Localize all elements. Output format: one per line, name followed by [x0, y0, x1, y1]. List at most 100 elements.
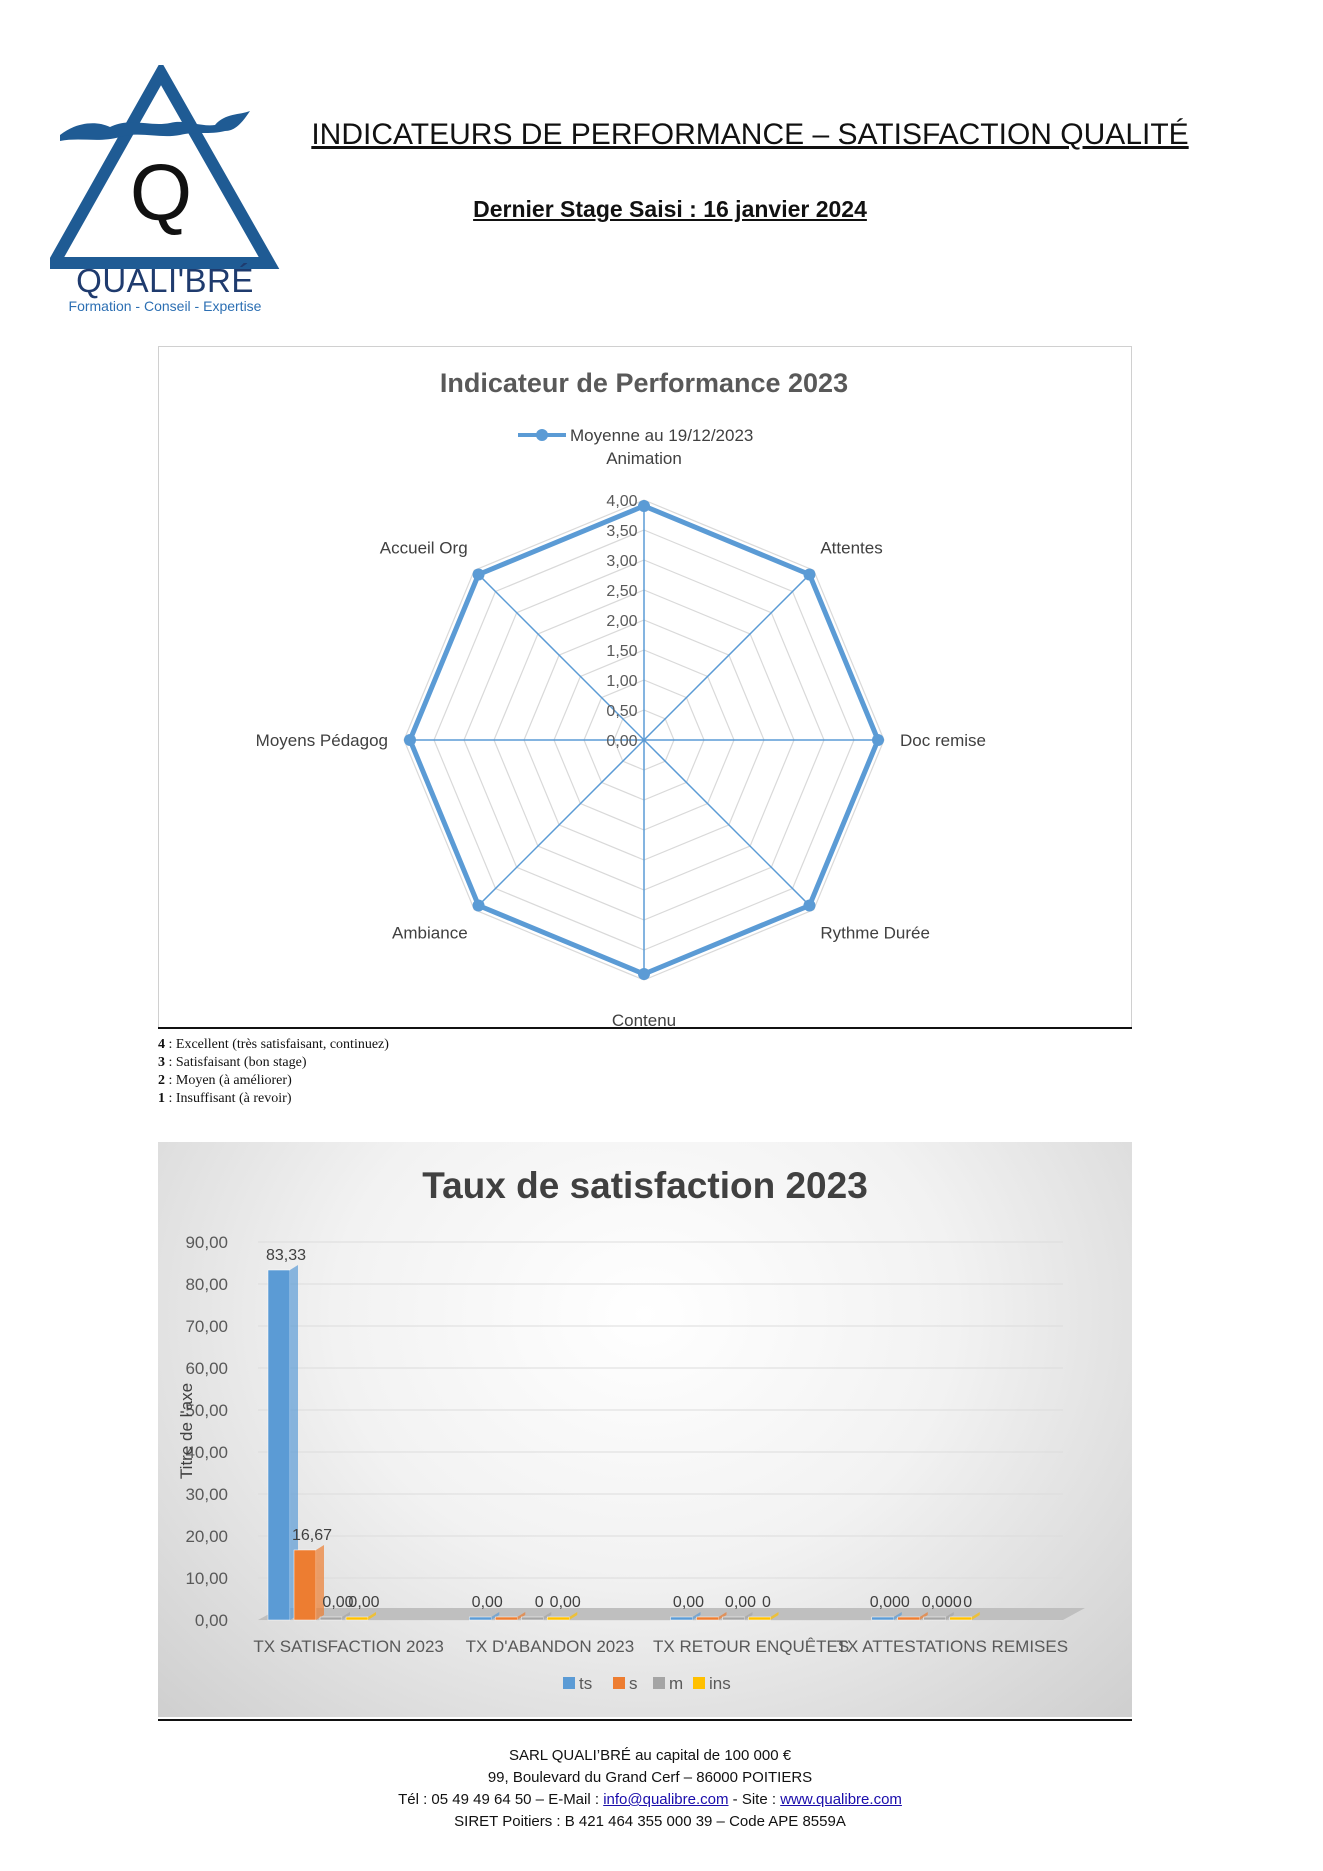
legend-label: s: [629, 1674, 638, 1693]
chart-legend: Moyenne au 19/12/2023: [518, 426, 753, 445]
footer-address: 99, Boulevard du Grand Cerf – 86000 POIT…: [487, 1769, 813, 1786]
rating-legend: 4 : Excellent (très satisfaisant, contin…: [158, 1036, 389, 1108]
bar-side: [517, 1612, 526, 1620]
footer: SARL QUALI’BRÉ au capital de 100 000 € 9…: [300, 1745, 1000, 1833]
data-label: 0,00: [673, 1594, 704, 1611]
bar-s: [696, 1616, 719, 1621]
divider: [158, 1027, 1132, 1029]
bar-chart: Taux de satisfaction 2023 0,00 10,00 20,00 3…: [177, 1165, 1085, 1693]
y-axis-title: Titre de l'axe: [177, 1383, 196, 1479]
logo-tagline: Formation - Conseil - Expertise: [68, 298, 262, 314]
footer-contact: Tél : 05 49 49 64 50 – E-Mail : info@qua…: [398, 1791, 902, 1808]
data-label: 0,00: [550, 1594, 581, 1611]
data-point: [803, 568, 816, 581]
divider: [158, 1719, 1132, 1721]
bar-side: [569, 1612, 578, 1620]
bar-ins: [547, 1616, 570, 1621]
x-tick-label: TX RETOUR ENQUÊTES: [653, 1637, 849, 1656]
y-tick-label: 90,00: [185, 1233, 228, 1252]
radar-chart: Indicateur de Performance 2023 Moyenne au…: [256, 368, 986, 1026]
legend-label: ts: [579, 1674, 592, 1693]
data-point: [638, 500, 650, 512]
y-tick-label: 0,00: [195, 1611, 228, 1630]
data-point: [404, 734, 416, 746]
data-point: [872, 734, 884, 746]
y-tick-label: 10,00: [185, 1569, 228, 1588]
rating-legend-item: 2 : Moyen (à améliorer): [158, 1073, 292, 1088]
axis-spoke: [643, 739, 815, 911]
bar-side: [971, 1612, 980, 1620]
data-label: 0: [963, 1594, 972, 1611]
data-point: [472, 568, 485, 581]
data-label: 83,33: [266, 1247, 306, 1264]
chart-title: Indicateur de Performance 2023: [440, 368, 848, 398]
legend-label: Moyenne au 19/12/2023: [570, 426, 753, 445]
radial-tick-label: 3,00: [606, 553, 637, 570]
bar-s: [293, 1549, 317, 1621]
x-tick-label: TX D'ABANDON 2023: [466, 1637, 635, 1656]
bar-m: [521, 1616, 544, 1621]
rating-legend-item: 4 : Excellent (très satisfaisant, contin…: [158, 1037, 389, 1052]
logo-name: QUALI'BRÉ: [76, 262, 254, 299]
data-point: [472, 899, 485, 912]
data-label: 16,67: [292, 1527, 332, 1544]
bar-m: [722, 1616, 745, 1621]
y-tick-label: 60,00: [185, 1359, 228, 1378]
bar-ts: [267, 1269, 291, 1621]
radial-tick-label: 1,00: [606, 673, 637, 690]
bar-side: [316, 1544, 324, 1620]
bar-side: [290, 1265, 298, 1620]
data-point: [638, 968, 650, 980]
category-label: Ambiance: [392, 923, 468, 942]
category-label: Contenu: [612, 1011, 676, 1026]
data-label: 0: [535, 1594, 544, 1611]
legend-swatch: [653, 1677, 665, 1689]
bar-side: [543, 1612, 552, 1620]
axis-spoke: [643, 569, 815, 741]
logo-letter: Q: [130, 148, 192, 237]
page-subtitle: Dernier Stage Saisi : 16 janvier 2024: [473, 196, 867, 222]
bar-side: [744, 1612, 753, 1620]
bar-side: [893, 1612, 902, 1620]
category-label: Doc remise: [900, 731, 986, 750]
bar-side: [368, 1612, 376, 1620]
footer-siret: SIRET Poitiers : B 421 464 355 000 39 – …: [454, 1813, 846, 1830]
y-tick-label: 20,00: [185, 1527, 228, 1546]
website-link[interactable]: www.qualibre.com: [780, 1791, 902, 1808]
bar-side: [718, 1612, 727, 1620]
bar-chart-frame: [158, 1142, 1132, 1717]
y-tick-label: 50,00: [185, 1401, 228, 1420]
category-label: Accueil Org: [380, 539, 468, 558]
bar-side: [342, 1612, 350, 1620]
y-tick-label: 30,00: [185, 1485, 228, 1504]
chart-title: Taux de satisfaction 2023: [422, 1165, 868, 1206]
legend-label: ins: [709, 1674, 731, 1693]
legend-swatch: [563, 1677, 575, 1689]
bar-ins: [748, 1616, 771, 1621]
legend-marker: [536, 429, 548, 441]
radial-tick-label: 0,00: [606, 733, 637, 750]
y-tick-label: 80,00: [185, 1275, 228, 1294]
y-tick-label: 40,00: [185, 1443, 228, 1462]
email-link[interactable]: info@qualibre.com: [603, 1791, 729, 1808]
legend-swatch: [613, 1677, 625, 1689]
radial-tick-label: 4,00: [606, 493, 637, 510]
radial-tick-label: 2,50: [606, 583, 637, 600]
page-title: INDICATEURS DE PERFORMANCE – SATISFACTIO…: [311, 118, 1189, 151]
bar-side: [692, 1612, 701, 1620]
bar-ts: [871, 1616, 894, 1621]
axis-spoke: [473, 569, 645, 741]
radial-tick-label: 1,50: [606, 643, 637, 660]
bar-s: [897, 1616, 920, 1621]
legend-swatch: [693, 1677, 705, 1689]
category-label: Rythme Durée: [820, 923, 930, 942]
category-label: Moyens Pédagog: [256, 731, 388, 750]
bar-ts: [469, 1616, 492, 1621]
x-tick-label: TX ATTESTATIONS REMISES: [837, 1637, 1068, 1656]
bar-side: [491, 1612, 500, 1620]
category-label: Animation: [606, 449, 682, 468]
bar-ins: [345, 1616, 369, 1621]
y-tick-label: 70,00: [185, 1317, 228, 1336]
bar-side: [945, 1612, 954, 1620]
bar-side: [919, 1612, 928, 1620]
